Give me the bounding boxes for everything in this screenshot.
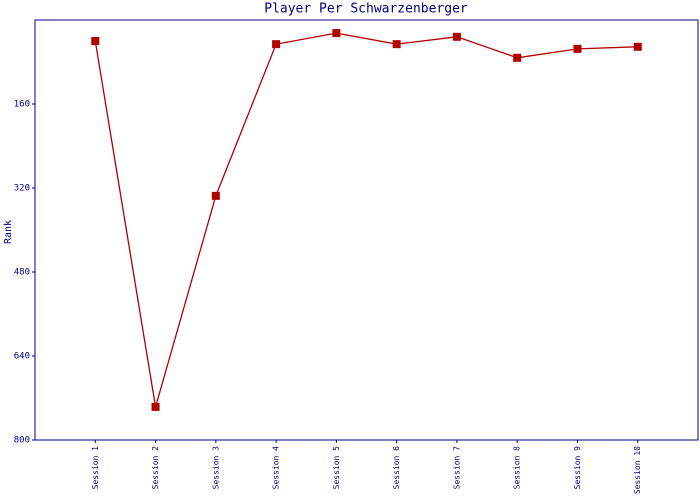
chart-title: Player Per Schwarzenberger: [264, 2, 468, 17]
data-point: [151, 402, 160, 411]
x-tick-label: Session 7: [452, 446, 461, 490]
x-tick-label: Session 4: [272, 446, 281, 490]
data-point: [332, 29, 341, 38]
y-tick-label: 480: [14, 268, 30, 278]
data-point: [272, 40, 281, 49]
data-point: [452, 32, 461, 41]
x-tick-label: Session 2: [151, 446, 160, 490]
x-tick-label: Session 9: [573, 446, 582, 490]
y-tick-label: 640: [14, 352, 30, 362]
y-tick-label: 160: [14, 100, 30, 110]
data-point: [573, 44, 582, 53]
data-point: [211, 191, 220, 200]
data-point: [513, 53, 522, 62]
x-tick-label: Session 5: [332, 446, 341, 490]
x-tick-label: Session 10: [633, 446, 642, 494]
y-tick-label: 320: [14, 184, 30, 194]
x-tick-label: Session 3: [211, 446, 220, 490]
data-point: [392, 40, 401, 49]
data-point: [633, 42, 642, 51]
x-tick-label: Session 8: [513, 446, 522, 490]
x-tick-label: Session 1: [91, 446, 100, 490]
data-point: [91, 37, 100, 45]
series-line: [94, 32, 638, 408]
x-tick-label: Session 6: [392, 446, 401, 490]
plot-frame: [34, 19, 699, 441]
y-tick-label: 800: [14, 436, 30, 446]
y-axis-label: Rank: [3, 220, 14, 244]
